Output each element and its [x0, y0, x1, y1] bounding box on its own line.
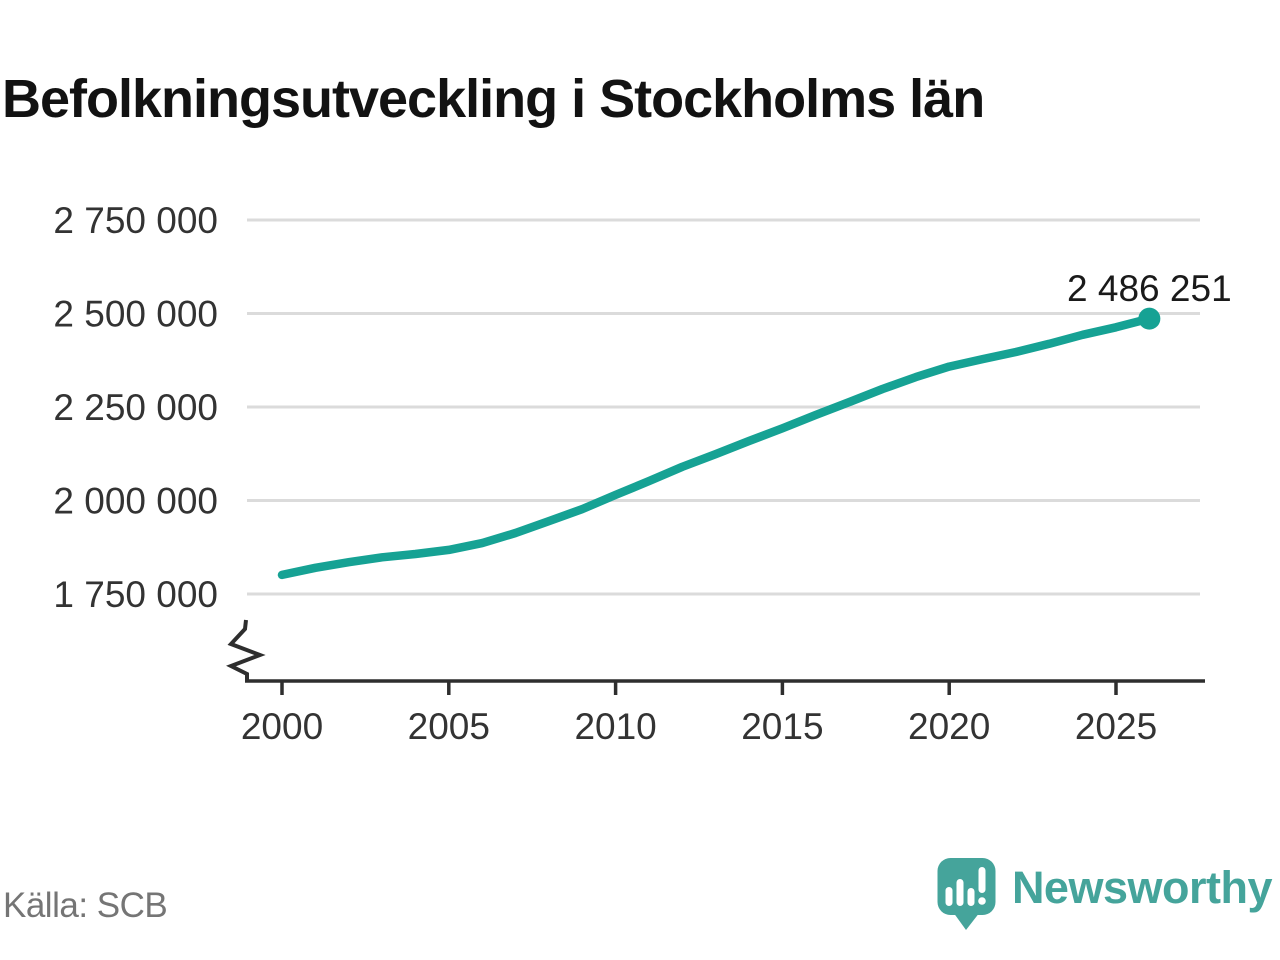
end-value-label: 2 486 251 — [1067, 268, 1232, 309]
y-axis-tick-label: 2 000 000 — [53, 481, 218, 522]
x-axis-tick-label: 2025 — [1075, 706, 1157, 747]
brand-name: Newsworthy — [1011, 861, 1273, 913]
x-axis-tick-label: 2020 — [908, 706, 990, 747]
chart-title: Befolkningsutveckling i Stockholms län — [2, 69, 985, 130]
x-axis-tick-label: 2005 — [408, 706, 490, 747]
x-axis-tick-label: 2010 — [574, 706, 656, 747]
y-axis-tick-label: 2 500 000 — [53, 294, 218, 335]
logo-exclamation-bar — [978, 867, 986, 893]
logo-bubble-tail — [952, 912, 980, 930]
newsworthy-speech-bubble-chart-icon — [937, 858, 996, 930]
population-line-series — [277, 314, 1154, 580]
logo-exclamation-dot — [978, 897, 986, 905]
y-axis-tick-label: 1 750 000 — [53, 574, 218, 615]
newsworthy-logo: Newsworthy — [936, 856, 1273, 932]
logo-bar — [956, 879, 964, 906]
x-axis-tick-label: 2015 — [741, 706, 823, 747]
axis-break-icon — [226, 619, 266, 680]
end-point-dot — [1138, 307, 1161, 330]
logo-bubble — [937, 858, 996, 915]
logo-bar — [945, 887, 953, 906]
y-axis-tick-label: 2 750 000 — [53, 200, 218, 241]
y-axis-tick-label: 2 250 000 — [53, 387, 218, 428]
source-note: Källa: SCB — [3, 886, 168, 925]
logo-bar — [967, 888, 975, 906]
x-axis-tick-label: 2000 — [241, 706, 323, 747]
